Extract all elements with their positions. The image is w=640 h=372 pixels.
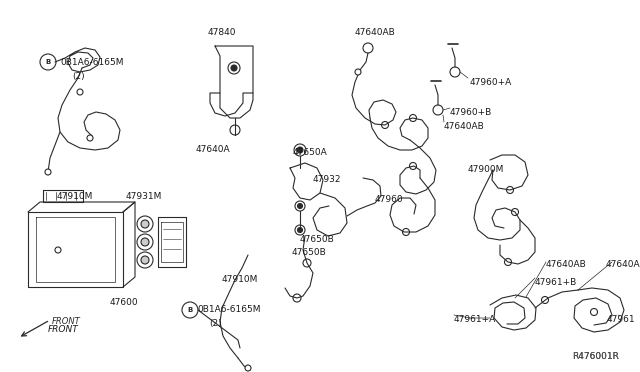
Circle shape bbox=[141, 220, 149, 228]
Circle shape bbox=[87, 135, 93, 141]
Text: 47640AB: 47640AB bbox=[546, 260, 587, 269]
Text: 47961+A: 47961+A bbox=[454, 315, 496, 324]
Text: FRONT: FRONT bbox=[52, 317, 81, 327]
Circle shape bbox=[298, 203, 303, 208]
Text: FRONT: FRONT bbox=[48, 325, 79, 334]
Text: 47961: 47961 bbox=[607, 315, 636, 324]
Text: B: B bbox=[188, 307, 193, 313]
Text: 47910M: 47910M bbox=[222, 275, 259, 284]
Text: (2): (2) bbox=[72, 72, 84, 81]
Text: 47640A: 47640A bbox=[196, 145, 230, 154]
Text: 47840: 47840 bbox=[208, 28, 237, 37]
Text: 47640AB: 47640AB bbox=[606, 260, 640, 269]
Circle shape bbox=[297, 147, 303, 153]
Text: 47960+A: 47960+A bbox=[470, 78, 512, 87]
Text: 47961+B: 47961+B bbox=[535, 278, 577, 287]
Circle shape bbox=[298, 228, 303, 232]
Circle shape bbox=[355, 69, 361, 75]
Text: R476001R: R476001R bbox=[572, 352, 619, 361]
Text: 47650B: 47650B bbox=[292, 248, 327, 257]
Text: B: B bbox=[45, 59, 51, 65]
Text: 47640AB: 47640AB bbox=[444, 122, 484, 131]
Text: 47960+B: 47960+B bbox=[450, 108, 492, 117]
Text: 47931M: 47931M bbox=[126, 192, 163, 201]
Text: (2): (2) bbox=[209, 319, 221, 328]
Text: 47650A: 47650A bbox=[293, 148, 328, 157]
Text: 47900M: 47900M bbox=[468, 165, 504, 174]
Text: 47932: 47932 bbox=[313, 175, 342, 184]
Text: 0B1A6-6165M: 0B1A6-6165M bbox=[60, 58, 124, 67]
Circle shape bbox=[141, 238, 149, 246]
Text: 47640AB: 47640AB bbox=[355, 28, 396, 37]
Text: 47650B: 47650B bbox=[300, 235, 335, 244]
Text: R476001R: R476001R bbox=[572, 352, 619, 361]
Circle shape bbox=[45, 169, 51, 175]
Circle shape bbox=[245, 365, 251, 371]
Circle shape bbox=[141, 256, 149, 264]
Text: 47600: 47600 bbox=[110, 298, 139, 307]
Text: 47960: 47960 bbox=[375, 195, 404, 204]
Circle shape bbox=[77, 89, 83, 95]
Circle shape bbox=[231, 65, 237, 71]
Text: 0B1A6-6165M: 0B1A6-6165M bbox=[197, 305, 260, 314]
Text: 47910M: 47910M bbox=[57, 192, 93, 201]
